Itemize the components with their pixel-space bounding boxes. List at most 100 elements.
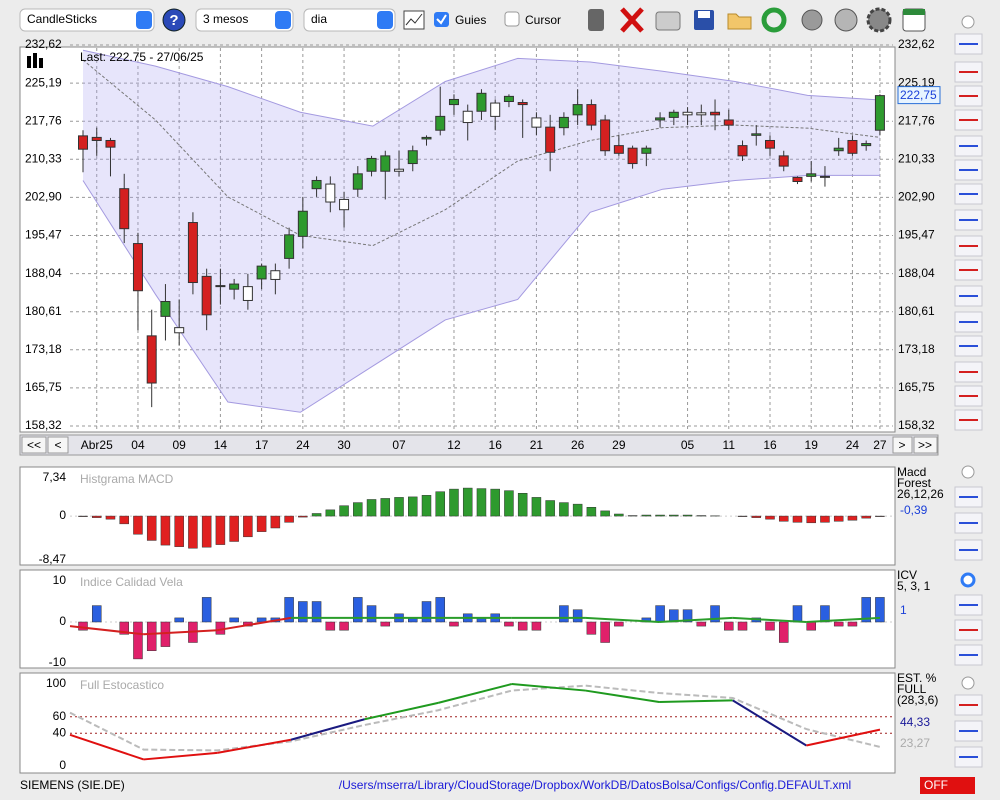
interval-select[interactable] xyxy=(303,8,396,32)
histogram-bar xyxy=(339,505,349,517)
refresh-icon[interactable] xyxy=(761,7,787,33)
histogram-bar xyxy=(847,515,858,521)
legend-text: (28,3,6) xyxy=(897,693,938,707)
histogram-bar xyxy=(833,515,844,522)
band-lower xyxy=(82,174,880,413)
icv-bar xyxy=(531,621,542,631)
chart-icon[interactable] xyxy=(403,10,425,30)
candle-body xyxy=(462,110,473,124)
panel-title: Full Estocastico xyxy=(80,678,164,692)
first-button[interactable] xyxy=(21,436,47,454)
chart-logo xyxy=(33,53,37,68)
icv-bar xyxy=(353,597,363,623)
main-panel xyxy=(19,46,896,433)
y-tick-label: 225,19 xyxy=(25,75,62,89)
icv-bar xyxy=(861,597,871,623)
radio[interactable] xyxy=(961,465,975,479)
help-button[interactable] xyxy=(162,8,186,32)
y-tick-label-right: 225,19 xyxy=(898,75,935,89)
radio[interactable] xyxy=(961,676,975,690)
y-tick-label: 10 xyxy=(53,573,67,587)
icv-bar xyxy=(559,605,569,623)
histogram-bar xyxy=(696,515,707,517)
histogram-bar xyxy=(669,514,679,517)
y-tick-label: 0 xyxy=(59,508,66,522)
trash-icon[interactable] xyxy=(588,9,604,31)
period: 3 mesos xyxy=(203,12,248,26)
guides-checkbox[interactable] xyxy=(434,12,449,27)
candle-body xyxy=(435,115,446,131)
open-icon[interactable] xyxy=(727,13,752,30)
histogram-bar xyxy=(380,498,391,517)
cursor-checkbox[interactable] xyxy=(504,11,520,27)
cursor-label: Cursor xyxy=(525,13,561,27)
k-value: 44,33 xyxy=(900,715,930,729)
candle-body xyxy=(256,265,267,280)
status-badge[interactable] xyxy=(920,777,975,794)
navigation-bar xyxy=(19,434,939,456)
candle-body xyxy=(819,175,830,178)
x-tick-label: 30 xyxy=(337,438,351,452)
icv-bar xyxy=(778,621,789,643)
stochastic-k xyxy=(217,738,292,754)
last-price-box xyxy=(897,86,941,105)
candle-body xyxy=(448,98,459,106)
histogram-bar xyxy=(366,499,377,517)
candle-body xyxy=(696,112,707,116)
update-icon[interactable] xyxy=(801,9,823,31)
chart-type: CandleSticks xyxy=(27,12,97,26)
icv-bar xyxy=(765,621,775,631)
candle-body xyxy=(242,286,253,301)
period-select[interactable] xyxy=(195,8,294,32)
histogram-bar xyxy=(146,515,157,541)
candle-body xyxy=(380,155,391,172)
candle-body xyxy=(641,147,652,154)
candle-body xyxy=(339,198,350,211)
delete-icon[interactable] xyxy=(620,7,644,33)
histogram-bar xyxy=(806,515,816,524)
next-button[interactable] xyxy=(892,436,913,454)
candle-body xyxy=(613,145,624,154)
legend-text: 5, 3, 1 xyxy=(897,579,931,593)
histogram-bar xyxy=(682,514,693,517)
x-tick-label: 07 xyxy=(392,438,406,452)
candle-body xyxy=(160,300,171,317)
candle-body xyxy=(723,119,734,126)
radio[interactable] xyxy=(961,15,975,29)
histogram-bar xyxy=(421,495,432,517)
y-tick-label-right: 180,61 xyxy=(898,304,935,318)
currency-icon[interactable] xyxy=(834,8,858,32)
candle-body xyxy=(847,139,858,154)
candle-body xyxy=(229,283,240,290)
candle-body xyxy=(78,135,88,150)
icv-bar xyxy=(146,621,157,651)
icv-bar xyxy=(614,621,624,627)
chart-type-select[interactable] xyxy=(19,8,155,32)
stochastic-k xyxy=(143,751,218,761)
help-label: ? xyxy=(169,12,178,29)
histogram-bar xyxy=(655,514,665,517)
histogram-bar xyxy=(188,515,198,549)
histogram-bar xyxy=(545,500,555,517)
icv-bar xyxy=(737,621,748,631)
legend-text: FULL xyxy=(897,682,927,696)
prev-button[interactable] xyxy=(47,436,69,454)
histogram-bar xyxy=(600,510,610,517)
y-tick-label-right: 158,32 xyxy=(898,418,935,432)
last-button[interactable] xyxy=(913,436,938,454)
radio-selected[interactable] xyxy=(960,572,976,588)
sidebar-tools xyxy=(954,33,983,768)
icv-bar xyxy=(133,621,143,660)
candle-body xyxy=(174,327,185,334)
y-tick-label: 217,76 xyxy=(25,113,62,127)
y-tick-label: 60 xyxy=(53,709,67,723)
histogram-bar xyxy=(476,488,487,517)
candle-body xyxy=(201,275,212,316)
y-tick-label: 188,04 xyxy=(25,266,62,280)
settings-icon[interactable] xyxy=(866,7,892,33)
x-tick-label: 17 xyxy=(255,438,269,452)
print-icon[interactable] xyxy=(655,11,681,31)
candle-body xyxy=(325,183,336,203)
stochastic-panel xyxy=(19,672,896,774)
